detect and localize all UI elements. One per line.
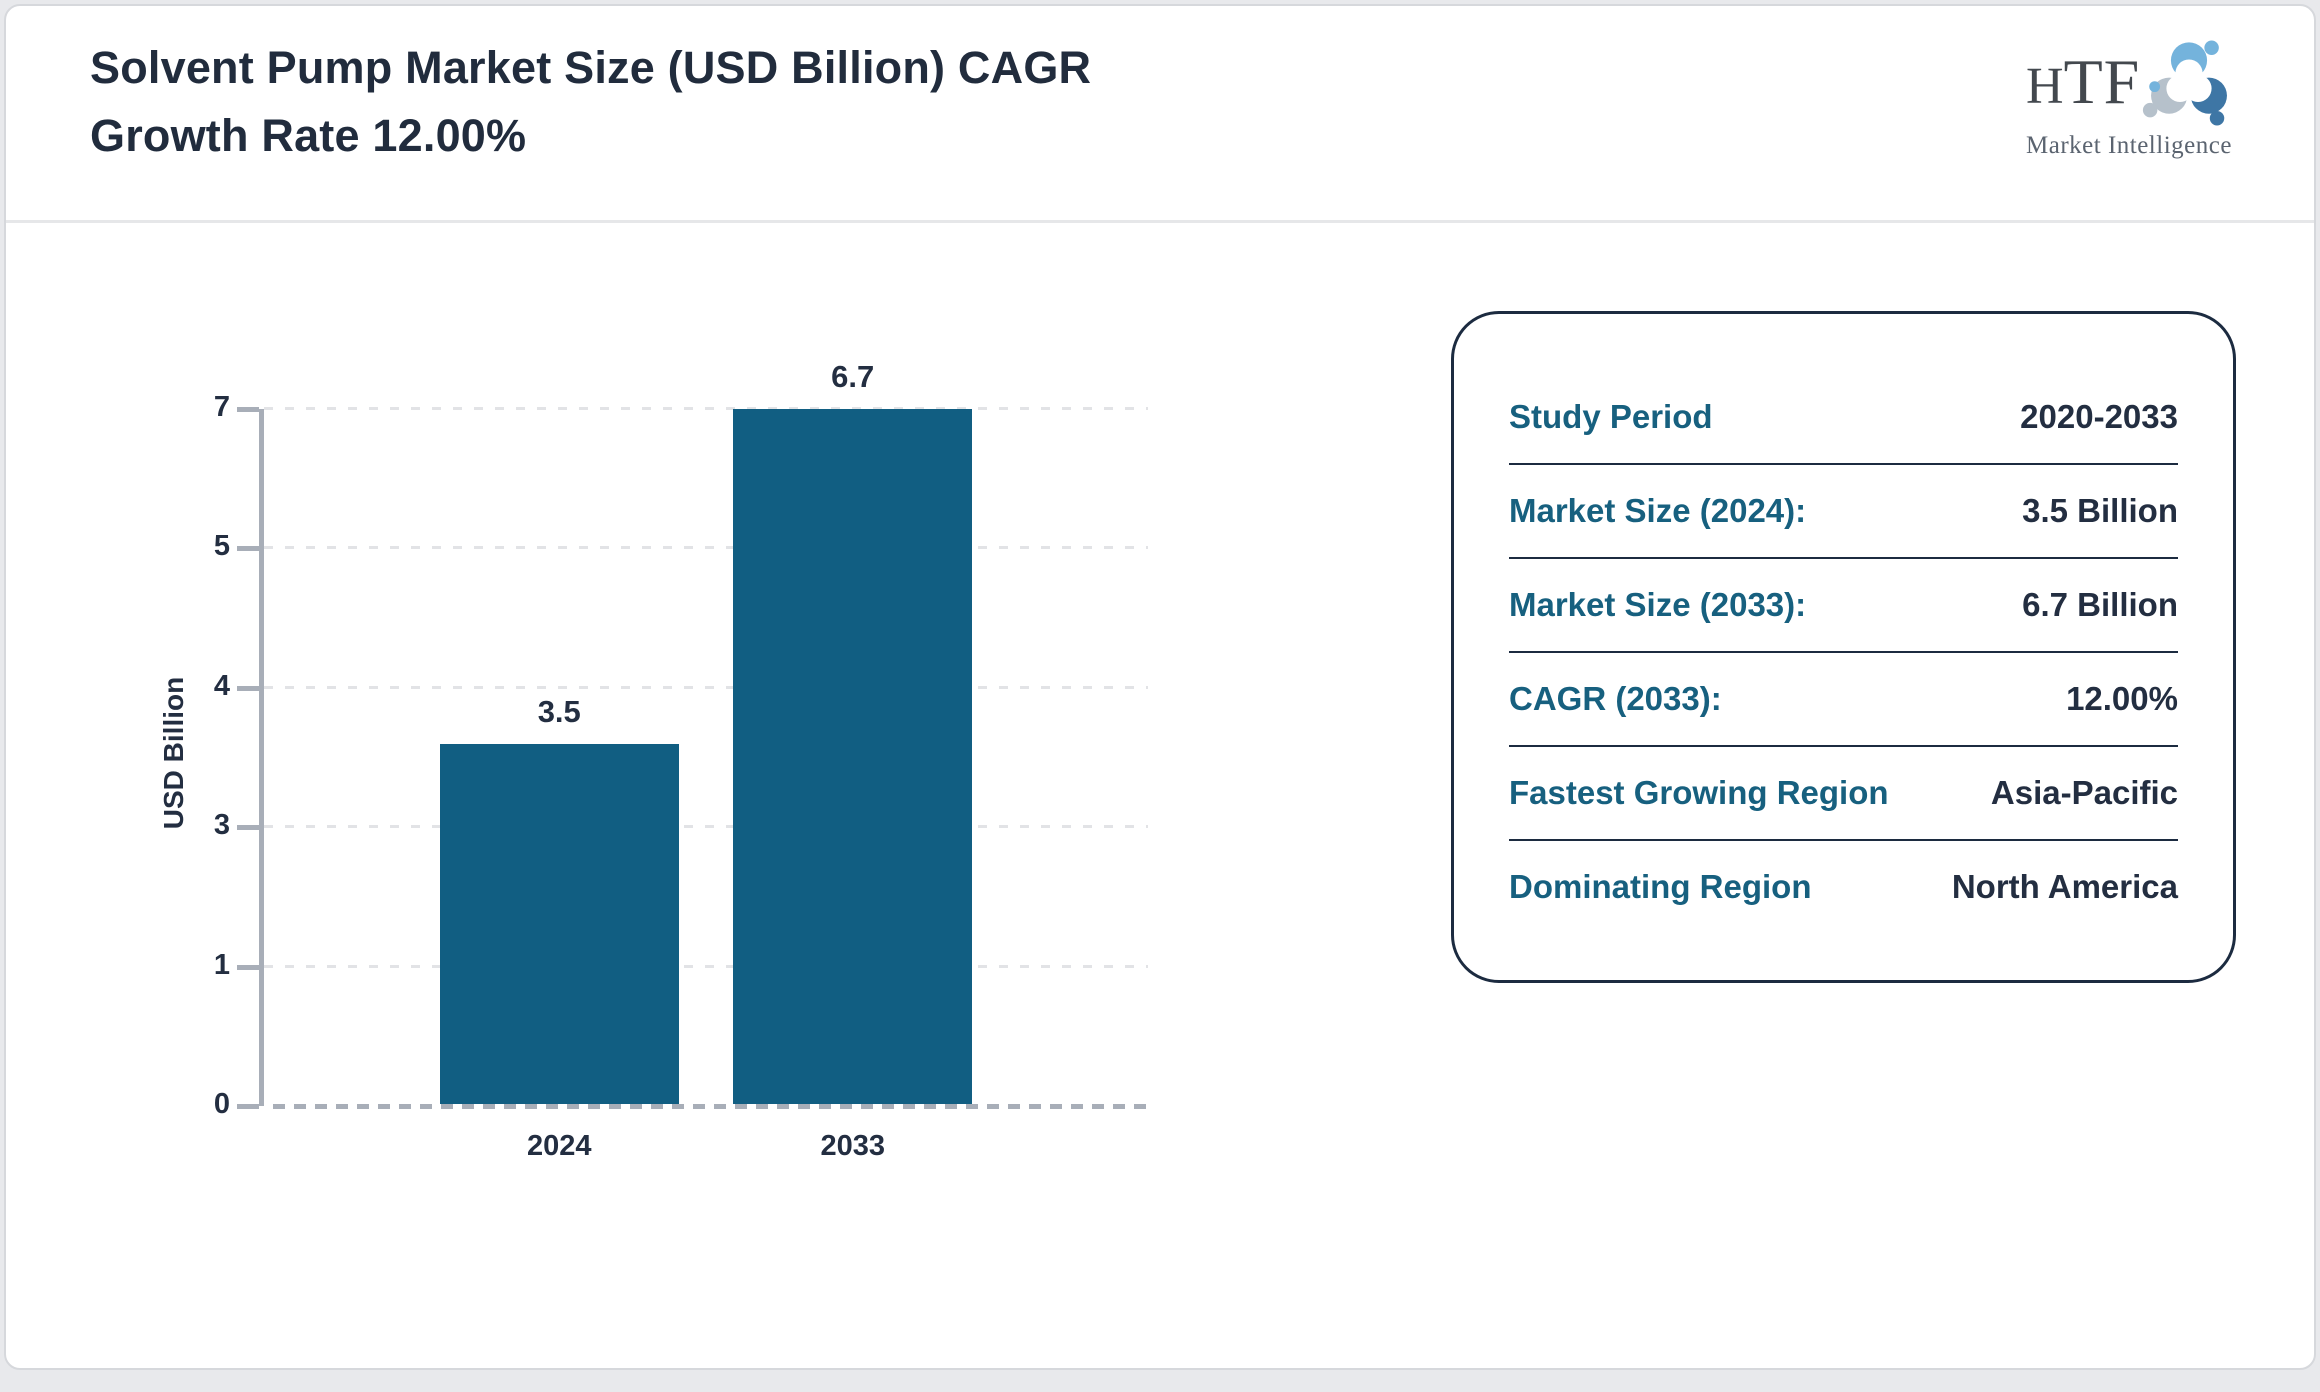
card-row-cagr: CAGR (2033): 12.00%: [1509, 653, 2178, 747]
bar-value-label-2033: 6.7: [831, 359, 875, 394]
card-label: Market Size (2024):: [1509, 492, 1807, 529]
card-row-dominating-region: Dominating Region North America: [1509, 841, 2178, 933]
y-tick-mark-0: [237, 1104, 259, 1109]
card-value: 2020-2033: [2020, 398, 2178, 435]
card-label: Study Period: [1509, 398, 1713, 435]
htf-logo-text: HTF: [2026, 50, 2140, 114]
x-axis-label-2033: 2033: [820, 1130, 885, 1162]
page-title-line-2: Growth Rate 12.00%: [90, 109, 527, 161]
bar-2033: [733, 409, 973, 1106]
y-tick-label-7: 7: [213, 391, 230, 424]
y-tick-mark-1: [237, 964, 259, 970]
y-axis-title: USD Billion: [158, 676, 189, 830]
bar-2024: [439, 743, 679, 1106]
report-page: Solvent Pump Market Size (USD Billion) C…: [4, 4, 2316, 1370]
y-tick-label-5: 5: [213, 530, 230, 563]
card-value: Asia-Pacific: [1990, 774, 2178, 811]
gridline-y-3: [264, 825, 1148, 829]
htf-logo: HTF Market Intelligence: [2026, 36, 2248, 164]
gridline-y-4: [264, 685, 1148, 689]
card-row-study-period: Study Period 2020-2033: [1509, 371, 2178, 465]
y-tick-mark-5: [237, 546, 259, 552]
x-axis-label-2024: 2024: [526, 1130, 592, 1162]
bar-value-label-2024: 3.5: [537, 693, 581, 729]
htf-logo-row: HTF: [2026, 36, 2248, 130]
y-tick-label-0: 0: [213, 1088, 230, 1121]
card-value: 6.7 Billion: [2022, 586, 2178, 623]
gridline-y-1: [264, 964, 1148, 968]
y-tick-label-1: 1: [213, 948, 230, 981]
header-divider: [6, 220, 2314, 223]
htf-logo-letters-tf: TF: [2063, 46, 2141, 117]
y-tick-label-4: 4: [213, 669, 230, 702]
y-tick-mark-3: [237, 825, 259, 831]
card-label: CAGR (2033):: [1509, 680, 1722, 717]
card-value: 12.00%: [2066, 680, 2178, 717]
card-label: Dominating Region: [1509, 868, 1812, 905]
y-tick-label-3: 3: [213, 809, 230, 842]
card-value: North America: [1951, 868, 2178, 905]
market-summary-card: Study Period 2020-2033 Market Size (2024…: [1451, 311, 2236, 983]
y-tick-mark-7: [237, 407, 259, 412]
gridline-y-5: [264, 546, 1148, 550]
htf-logo-swirl-icon: [2143, 40, 2228, 126]
y-axis-line: [259, 409, 264, 1106]
htf-logo-letter-h: H: [2026, 58, 2064, 115]
htf-logo-subtitle: Market Intelligence: [2026, 132, 2232, 159]
y-tick-mark-4: [237, 685, 259, 691]
x-axis-baseline-dashes: [264, 1104, 1148, 1109]
plot-area: 7 5 4 3 1 0 3.5 2024 6.7 2033: [214, 359, 1148, 1162]
page-title: Solvent Pump Market Size (USD Billion) C…: [90, 34, 1091, 169]
card-value: 3.5 Billion: [2022, 492, 2178, 529]
page-title-line-1: Solvent Pump Market Size (USD Billion) C…: [90, 42, 1092, 93]
card-row-market-size-2033: Market Size (2033): 6.7 Billion: [1509, 559, 2178, 653]
card-row-market-size-2024: Market Size (2024): 3.5 Billion: [1509, 465, 2178, 559]
gridline-y-7: [264, 407, 1148, 410]
card-row-fastest-growing-region: Fastest Growing Region Asia-Pacific: [1509, 747, 2178, 841]
card-label: Fastest Growing Region: [1509, 774, 1889, 811]
card-label: Market Size (2033):: [1509, 586, 1807, 623]
